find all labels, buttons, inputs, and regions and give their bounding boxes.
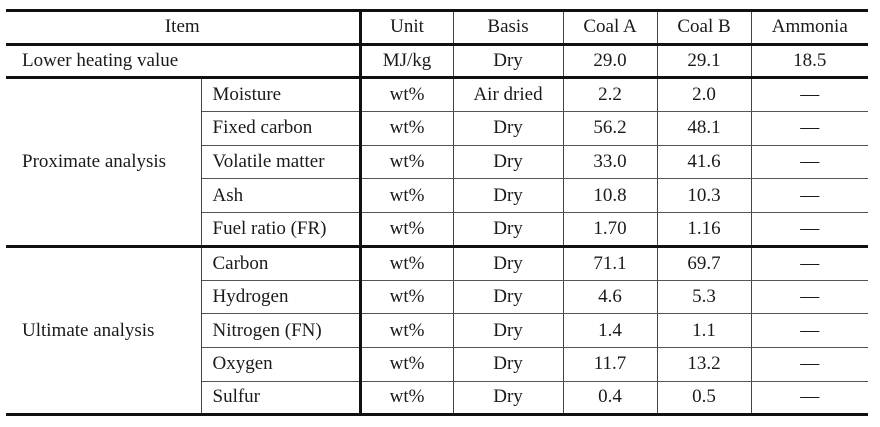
header-row: Item Unit Basis Coal A Coal B Ammonia <box>6 10 869 46</box>
row-ammonia: — <box>751 77 869 113</box>
row-basis: Dry <box>453 178 564 214</box>
row-item: Hydrogen <box>201 280 362 315</box>
row-coal-a: 1.4 <box>563 313 658 348</box>
row-basis: Dry <box>453 212 564 248</box>
row-coal-b: 0.5 <box>657 381 752 415</box>
row-coal-b: 1.1 <box>657 313 752 348</box>
row-ammonia: — <box>751 178 869 214</box>
row-basis: Dry <box>453 313 564 348</box>
row-item: Moisture <box>201 77 362 113</box>
row-coal-a: 33.0 <box>563 145 658 180</box>
table-row: Ultimate analysis Carbon wt% Dry 71.1 69… <box>6 246 869 415</box>
row-ammonia: — <box>751 280 869 315</box>
header-ammonia: Ammonia <box>751 10 869 46</box>
row-basis: Dry <box>453 145 564 180</box>
row-item: Sulfur <box>201 381 362 415</box>
header-item: Item <box>6 10 362 46</box>
row-unit: wt% <box>360 313 454 348</box>
lhv-basis: Dry <box>453 44 564 80</box>
row-ammonia: — <box>751 246 869 281</box>
row-ammonia: — <box>751 347 869 382</box>
row-basis: Dry <box>453 347 564 382</box>
lhv-ammonia: 18.5 <box>751 44 869 80</box>
lhv-coal-a: 29.0 <box>563 44 658 80</box>
table-row: Nitrogen (FN) wt% Dry 1.4 1.1 — <box>6 313 869 348</box>
row-coal-a: 56.2 <box>563 111 658 146</box>
row-unit: wt% <box>360 347 454 382</box>
row-coal-a: 10.8 <box>563 178 658 214</box>
row-item: Volatile matter <box>201 145 362 180</box>
table-row: Volatile matter wt% Dry 33.0 41.6 — <box>6 145 869 180</box>
row-coal-b: 13.2 <box>657 347 752 382</box>
row-unit: wt% <box>360 212 454 248</box>
row-ammonia: — <box>751 111 869 146</box>
row-unit: wt% <box>360 178 454 214</box>
row-coal-b: 5.3 <box>657 280 752 315</box>
lhv-row: Lower heating value MJ/kg Dry 29.0 29.1 … <box>6 44 869 80</box>
row-item: Carbon <box>201 246 362 281</box>
row-unit: wt% <box>360 77 454 113</box>
row-coal-b: 69.7 <box>657 246 752 281</box>
header-basis: Basis <box>453 10 564 46</box>
lhv-coal-b: 29.1 <box>657 44 752 80</box>
row-unit: wt% <box>360 145 454 180</box>
row-item: Fuel ratio (FR) <box>201 212 362 248</box>
row-ammonia: — <box>751 313 869 348</box>
table-row: Proximate analysis Moisture wt% Air drie… <box>6 77 869 248</box>
row-coal-a: 4.6 <box>563 280 658 315</box>
row-coal-b: 1.16 <box>657 212 752 248</box>
row-coal-b: 2.0 <box>657 77 752 113</box>
row-unit: wt% <box>360 111 454 146</box>
fuel-properties-table: Item Unit Basis Coal A Coal B Ammonia Lo… <box>6 9 869 417</box>
group-label-ultimate: Ultimate analysis <box>6 246 202 415</box>
table-row: Hydrogen wt% Dry 4.6 5.3 — <box>6 280 869 315</box>
row-ammonia: — <box>751 212 869 248</box>
row-basis: Dry <box>453 381 564 415</box>
row-coal-a: 2.2 <box>563 77 658 113</box>
row-coal-b: 41.6 <box>657 145 752 180</box>
row-coal-b: 48.1 <box>657 111 752 146</box>
row-unit: wt% <box>360 381 454 415</box>
row-coal-a: 1.70 <box>563 212 658 248</box>
table-row: Oxygen wt% Dry 11.7 13.2 — <box>6 347 869 382</box>
table-row: Fixed carbon wt% Dry 56.2 48.1 — <box>6 111 869 146</box>
row-item: Nitrogen (FN) <box>201 313 362 348</box>
row-coal-a: 11.7 <box>563 347 658 382</box>
row-item: Ash <box>201 178 362 214</box>
row-unit: wt% <box>360 246 454 281</box>
table-row: Fuel ratio (FR) wt% Dry 1.70 1.16 — <box>6 212 869 248</box>
header-coal-b: Coal B <box>657 10 752 46</box>
row-coal-a: 0.4 <box>563 381 658 415</box>
row-ammonia: — <box>800 386 820 408</box>
table-row: Ash wt% Dry 10.8 10.3 — <box>6 178 869 214</box>
row-ammonia: — <box>751 145 869 180</box>
row-item: Fixed carbon <box>201 111 362 146</box>
lhv-label: Lower heating value <box>6 44 362 80</box>
row-basis: Dry <box>453 280 564 315</box>
header-unit: Unit <box>360 10 454 46</box>
row-coal-a: 71.1 <box>563 246 658 281</box>
lhv-unit: MJ/kg <box>360 44 454 80</box>
row-item: Oxygen <box>201 347 362 382</box>
group-label-proximate: Proximate analysis <box>6 77 202 248</box>
row-coal-b: 10.3 <box>657 178 752 214</box>
row-basis: Dry <box>453 111 564 146</box>
row-basis: Air dried <box>453 77 564 113</box>
header-coal-a: Coal A <box>563 10 658 46</box>
table-row: Sulfur wt% Dry 0.4 0.5 — <box>6 381 868 415</box>
row-basis: Dry <box>453 246 564 281</box>
row-unit: wt% <box>360 280 454 315</box>
